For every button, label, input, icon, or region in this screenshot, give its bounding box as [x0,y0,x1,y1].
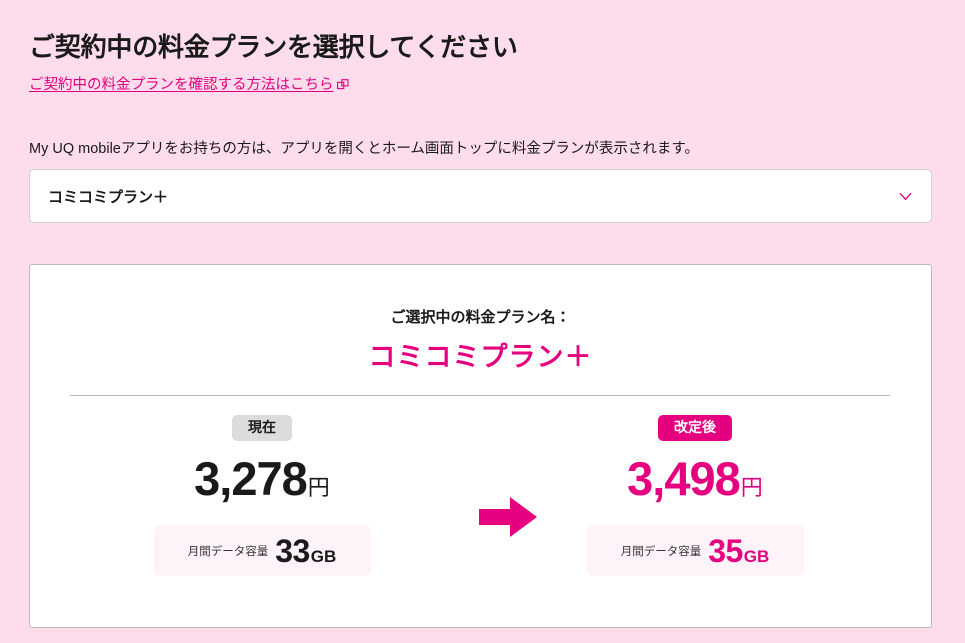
revised-price-unit: 円 [740,475,763,501]
revised-price-value: 3,498 [627,452,741,506]
external-link-icon [336,78,349,91]
status-badge-revised: 改定後 [658,415,732,442]
help-link[interactable]: ご契約中の料金プランを確認する方法はこちら [29,73,349,94]
revised-data-label: 月間データ容量 [620,545,702,558]
current-price-value: 3,278 [194,452,308,506]
current-data-unit: GB [310,546,337,566]
card-divider [70,395,890,396]
status-badge-current: 現在 [232,415,292,442]
plan-card: ご選択中の料金プラン名： コミコミプラン＋ 現在 3,278 円 月間データ容量… [29,264,932,628]
revised-data-value: 35 [708,532,743,569]
chevron-down-icon[interactable] [898,189,913,204]
current-plan-column: 現在 3,278 円 月間データ容量 33 GB [52,415,472,577]
revised-data-amount: 35 GB [708,535,769,567]
arrow-right-icon [479,494,539,540]
current-price-unit: 円 [307,475,330,501]
price-comparison: 現在 3,278 円 月間データ容量 33 GB [30,415,931,615]
revised-price: 3,498 円 [485,455,905,502]
current-price: 3,278 円 [52,455,472,502]
current-data-box: 月間データ容量 33 GB [153,525,371,577]
current-data-label: 月間データ容量 [187,545,269,558]
page-description: My UQ mobileアプリをお持ちの方は、アプリを開くとホーム画面トップに料… [29,140,699,157]
revised-data-box: 月間データ容量 35 GB [586,525,804,577]
plan-select-value: コミコミプラン＋ [48,188,169,206]
revised-plan-column: 改定後 3,498 円 月間データ容量 35 GB [485,415,905,577]
plan-card-label: ご選択中の料金プラン名： [390,309,571,326]
page-title: ご契約中の料金プランを選択してください [29,32,518,63]
current-data-value: 33 [275,532,310,569]
plan-select[interactable]: コミコミプラン＋ [29,169,932,223]
plan-card-name: コミコミプラン＋ [368,342,593,372]
current-data-amount: 33 GB [275,535,336,567]
revised-data-unit: GB [743,546,770,566]
help-link-label: ご契約中の料金プランを確認する方法はこちら [29,77,334,93]
